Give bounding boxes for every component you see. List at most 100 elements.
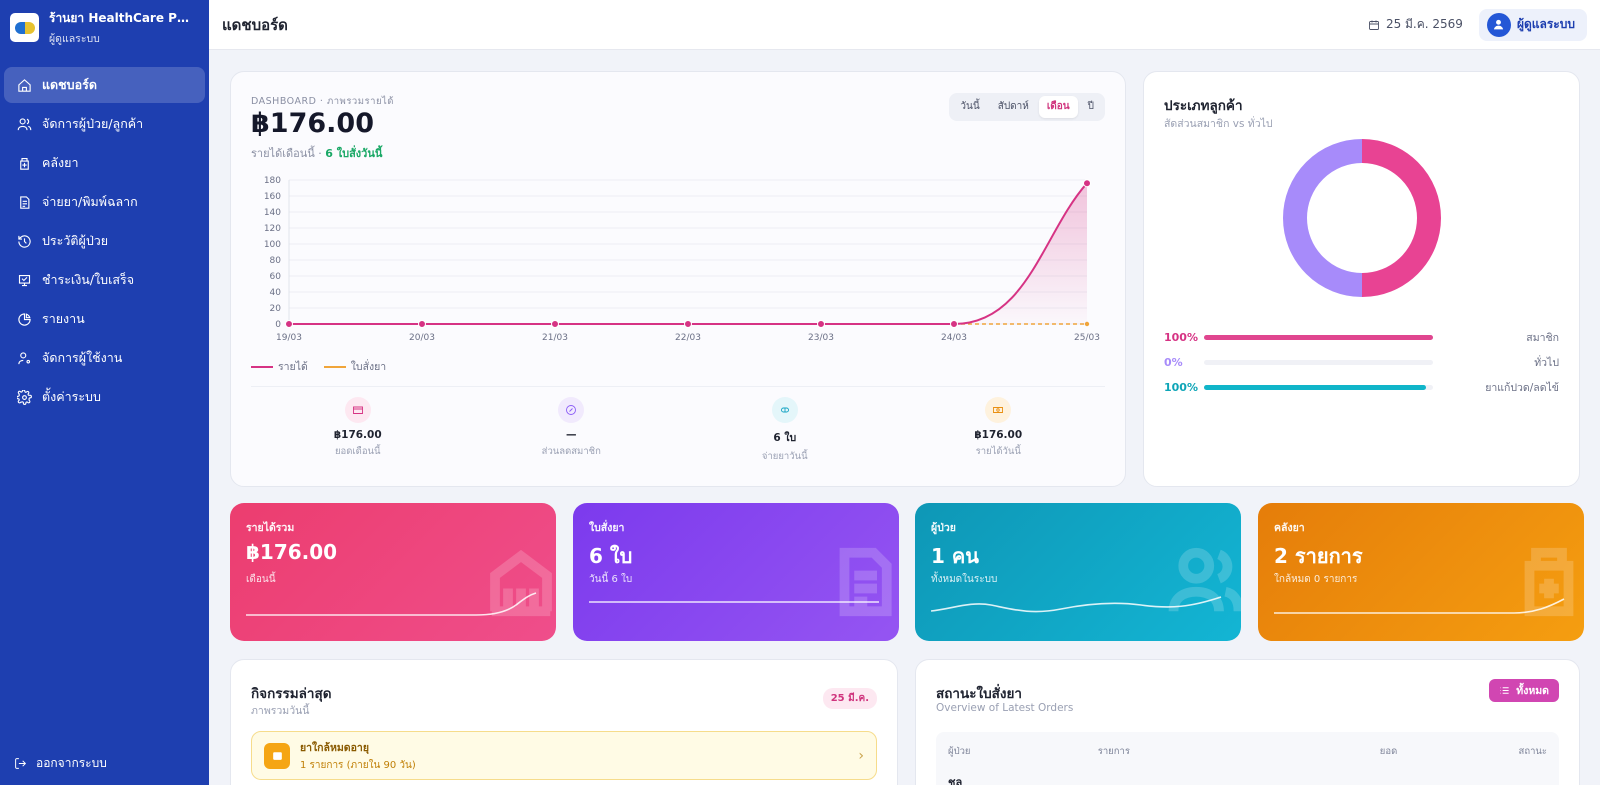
mini-stat: — ส่วนลดสมาชิก xyxy=(465,397,679,464)
kpi-value: 2 รายการ xyxy=(1274,544,1363,568)
sidebar-nav: แดชบอร์ดจัดการผู้ป่วย/ลูกค้าคลังยาจ่ายยา… xyxy=(0,55,209,415)
legend-label: ใบสั่งยา xyxy=(350,361,387,373)
period-tab-3[interactable]: ปี xyxy=(1087,101,1094,112)
logout-label: ออกจากระบบ xyxy=(36,756,107,770)
document-icon xyxy=(20,195,30,209)
overview-subtitle-highlight: 6 ใบสั่งวันนี้ xyxy=(325,147,383,160)
kpi-sparkline xyxy=(1274,598,1565,614)
sidebar-item-label: แดชบอร์ด xyxy=(42,77,97,92)
legend-label: รายได้ xyxy=(278,361,308,373)
donut-slice xyxy=(1361,139,1441,297)
row-percent: 100% xyxy=(1164,331,1198,344)
period-selector: วันนี้ สัปดาห์ เดือน ปี xyxy=(949,93,1105,121)
sidebar-item-4[interactable]: ประวัติผู้ป่วย xyxy=(4,223,205,259)
kpi-value: ฿176.00 xyxy=(246,540,338,564)
overview-kicker: DASHBOARD · ภาพรวมรายได้ xyxy=(251,96,394,107)
mini-stat-value: ฿176.00 xyxy=(333,429,382,441)
users-icon xyxy=(17,117,32,130)
user-menu-button[interactable]: ผู้ดูแลระบบ xyxy=(1478,8,1587,41)
pharmacy-logo-icon xyxy=(10,13,39,42)
mini-stat-label: รายได้วันนี้ xyxy=(975,446,1021,457)
kpi-sparkline xyxy=(589,601,879,603)
sidebar-item-label: รายงาน xyxy=(42,311,85,326)
order-status-card: สถานะใบสั่งยา Overview of Latest Orders … xyxy=(915,659,1580,785)
customer-type-subtitle: สัดส่วนสมาชิก vs ทั่วไป xyxy=(1164,118,1273,130)
sidebar-item-0[interactable]: แดชบอร์ด xyxy=(4,67,205,103)
view-all-orders-button[interactable]: ทั้งหมด xyxy=(1489,679,1559,702)
legend-swatch xyxy=(323,366,346,368)
y-tick-label: 100 xyxy=(264,240,281,250)
wallet-icon xyxy=(344,397,371,423)
brand-role: ผู้ดูแลระบบ xyxy=(49,32,100,45)
logout-button[interactable]: ออกจากระบบ xyxy=(14,754,107,773)
mini-stat-label: ส่วนลดสมาชิก xyxy=(541,446,601,457)
x-tick-label: 23/03 xyxy=(808,333,834,343)
revenue-line-chart: 0 20 40 60 80 100 120 140 160 180 19/03 20/03 21/03 2… xyxy=(264,176,1100,343)
sidebar-item-label: ตั้งค่าระบบ xyxy=(42,389,101,404)
mini-stat: ฿176.00 รายได้วันนี้ xyxy=(892,397,1106,464)
kpi-label: รายได้รวม xyxy=(246,522,295,534)
sidebar-item-3[interactable]: จ่ายยา/พิมพ์ฉลาก xyxy=(4,184,205,220)
kpi-value: 6 ใบ xyxy=(589,544,633,568)
progress-bar xyxy=(1204,335,1433,340)
sidebar-item-1[interactable]: จัดการผู้ป่วย/ลูกค้า xyxy=(4,106,205,142)
sidebar-item-label: จ่ายยา/พิมพ์ฉลาก xyxy=(42,194,138,209)
y-tick-label: 40 xyxy=(270,288,282,298)
overview-value: ฿176.00 xyxy=(251,108,374,139)
kpi-tile[interactable]: คลังยา 2 รายการ ใกล้หมด 0 รายการ xyxy=(1258,503,1584,641)
kpi-subtitle: วันนี้ 6 ใบ xyxy=(589,574,633,585)
kpi-tile[interactable]: รายได้รวม ฿176.00 เดือนนี้ xyxy=(230,503,556,641)
kpi-sparkline xyxy=(931,596,1222,613)
kpi-tile[interactable]: ใบสั่งยา 6 ใบ วันนี้ 6 ใบ xyxy=(573,503,899,641)
revenue-point xyxy=(285,320,293,328)
history-icon xyxy=(18,234,31,248)
legend-item: ใบสั่งยา xyxy=(323,358,387,375)
table-row[interactable]: ชล xyxy=(936,759,1559,785)
y-tick-label: 80 xyxy=(270,256,282,266)
kpi-value: 1 คน xyxy=(931,544,979,568)
orders-title: สถานะใบสั่งยา xyxy=(936,686,1022,702)
x-tick-label: 19/03 xyxy=(276,333,302,343)
sidebar-item-8[interactable]: ตั้งค่าระบบ xyxy=(4,379,205,415)
x-tick-label: 24/03 xyxy=(941,333,967,343)
column-header: สถานะ xyxy=(1518,746,1547,757)
pill-icon xyxy=(771,397,798,423)
column-header: ยอด xyxy=(1379,746,1398,757)
kpi-subtitle: ใกล้หมด 0 รายการ xyxy=(1274,574,1358,585)
sidebar-item-5[interactable]: ชำระเงิน/ใบเสร็จ xyxy=(4,262,205,298)
column-header: ผู้ป่วย xyxy=(948,746,971,757)
kpi-label: ผู้ป่วย xyxy=(931,522,956,534)
kpi-tile[interactable]: ผู้ป่วย 1 คน ทั้งหมดในระบบ xyxy=(915,503,1241,641)
overview-subtitle-prefix: รายได้เดือนนี้ · xyxy=(251,147,326,160)
mini-stat-value: 6 ใบ xyxy=(773,432,797,444)
expiring-medicine-alert[interactable]: ยาใกล้หมดอายุ 1 รายการ (ภายใน 90 วัน) › xyxy=(251,731,877,780)
period-tab-0[interactable]: วันนี้ xyxy=(960,101,980,112)
customer-type-row: 0% ทั่วไป xyxy=(1164,350,1559,375)
y-tick-label: 160 xyxy=(264,192,281,202)
activity-date-badge: 25 มี.ค. xyxy=(822,688,877,709)
period-tab-2[interactable]: เดือน xyxy=(1038,96,1078,118)
sidebar-item-label: จัดการผู้ป่วย/ลูกค้า xyxy=(42,116,144,131)
sidebar-item-6[interactable]: รายงาน xyxy=(4,301,205,337)
logout-icon xyxy=(15,758,27,769)
sidebar: ร้านยา HealthCare Pharmacy ผู้ดูแลระบบ แ… xyxy=(0,0,209,785)
medicine-bottle-icon xyxy=(1510,543,1584,625)
brand: ร้านยา HealthCare Pharmacy ผู้ดูแลระบบ xyxy=(0,0,209,55)
sidebar-item-label: จัดการผู้ใช้งาน xyxy=(42,350,123,365)
x-tick-label: 25/03 xyxy=(1074,333,1100,343)
gear-icon xyxy=(17,389,32,405)
sidebar-item-2[interactable]: คลังยา xyxy=(4,145,205,181)
y-tick-label: 140 xyxy=(264,208,281,218)
sidebar-item-7[interactable]: จัดการผู้ใช้งาน xyxy=(4,340,205,376)
progress-fill xyxy=(1204,385,1427,390)
customer-type-bars: 100% สมาชิก 0% ทั่วไป 100% ยาแก้ปวด/ลดไข้ xyxy=(1164,325,1559,400)
overview-subtitle: รายได้เดือนนี้ · 6 ใบสั่งวันนี้ xyxy=(251,144,382,162)
x-tick-label: 21/03 xyxy=(542,333,568,343)
customer-type-title: ประเภทลูกค้า xyxy=(1164,98,1243,114)
medicine-box-icon xyxy=(20,157,29,170)
progress-fill xyxy=(1204,335,1433,340)
period-tab-1[interactable]: สัปดาห์ xyxy=(997,101,1029,112)
mini-stat: 6 ใบ จ่ายยาวันนี้ xyxy=(678,397,892,464)
progress-bar xyxy=(1204,385,1433,390)
y-tick-label: 60 xyxy=(270,272,282,282)
